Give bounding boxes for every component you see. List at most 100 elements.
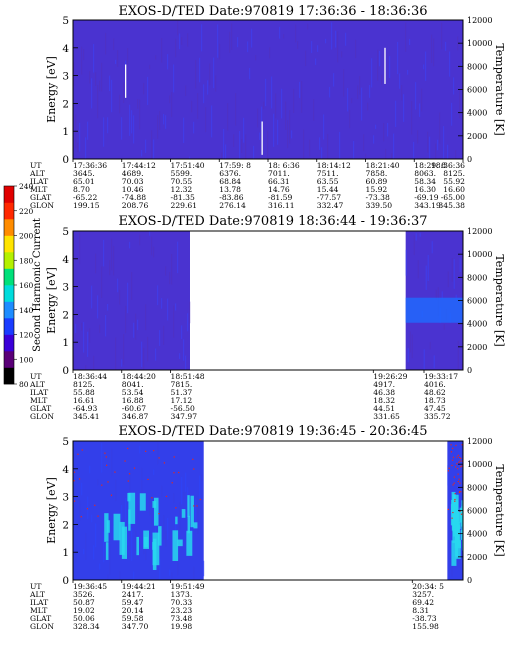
spectrogram-cyan-patch — [177, 539, 183, 547]
table-cell: 48.62 — [424, 388, 446, 397]
spectrogram-speckle — [97, 515, 99, 517]
spectrogram-streak — [201, 24, 203, 52]
spectrogram-speckle — [460, 457, 462, 460]
spectrogram-streak — [143, 347, 145, 370]
spectrogram-streak — [183, 117, 185, 143]
spectrogram-speckle — [452, 456, 455, 458]
spectrogram-speckle — [73, 471, 76, 473]
table-row-label: GLON — [30, 201, 54, 210]
spectrogram-speckle — [199, 498, 201, 501]
spectrogram-streak — [397, 41, 399, 75]
spectrogram-cyan-patch — [455, 541, 461, 559]
spectrogram-streak — [193, 121, 195, 134]
spectrogram-streak — [155, 348, 157, 361]
ytick-label: 1 — [62, 547, 69, 559]
spectrogram-streak — [417, 130, 419, 144]
ytick-label: 1 — [62, 337, 69, 349]
spectrogram-speckle — [101, 484, 103, 486]
spectrogram-speckle — [447, 470, 449, 472]
table-cell: 8.31 — [412, 606, 429, 615]
spectrogram-streak — [415, 232, 417, 241]
table-cell: 4016. — [424, 380, 446, 389]
table-cell: 8.70 — [73, 185, 90, 194]
spectrogram-streak — [317, 45, 319, 52]
spectrogram-streak — [93, 44, 95, 73]
spectrogram-streak — [425, 265, 427, 290]
table-cell: 16.60 — [443, 185, 465, 194]
spectrogram-cyan-patch — [190, 495, 194, 528]
y2tick-label: 10000 — [467, 250, 492, 259]
spectrogram-streak — [349, 109, 351, 129]
table-cell: 73.48 — [171, 614, 193, 623]
spectrogram-streak — [117, 50, 119, 67]
spectrogram-cyan-patch — [461, 505, 463, 535]
colorbar-tick-label: 180 — [19, 256, 34, 265]
spectrogram-speckle — [451, 517, 453, 519]
spectrogram-streak — [435, 289, 437, 300]
spectrogram-speckle — [458, 491, 460, 494]
spectrogram-streak — [335, 30, 337, 48]
spectrogram-streak — [103, 117, 105, 147]
table-row-label: ILAT — [30, 388, 48, 397]
spectrogram-streak — [157, 285, 159, 306]
panel-3: EXOS-D/TED Date:970819 19:36:45 - 20:36:… — [29, 424, 505, 631]
spectrogram-streak — [79, 122, 81, 152]
table-cell: 18:51:48 — [171, 372, 205, 381]
table-cell: 7858. — [366, 169, 388, 178]
spectrogram-streak — [93, 355, 95, 370]
spectrogram-speckle — [455, 444, 457, 447]
spectrogram-streak — [407, 348, 409, 363]
table-cell: 70.03 — [122, 177, 144, 186]
spectrogram-streak — [143, 82, 145, 95]
ytick-label: 5 — [62, 15, 69, 27]
y2tick-label: 10000 — [467, 460, 492, 469]
spectrogram-streak — [295, 24, 297, 43]
colorbar-label: Second Harmonic Current — [32, 218, 43, 352]
table-cell: 7011. — [268, 169, 290, 178]
y2tick-label: 12000 — [467, 437, 492, 446]
table-cell: 55.92 — [443, 177, 465, 186]
spectrogram-speckle — [106, 464, 108, 466]
spectrogram-streak — [83, 49, 85, 61]
spectrogram-streak — [161, 38, 163, 63]
spectrogram-streak — [101, 266, 103, 298]
table-cell: 155.98 — [412, 622, 439, 631]
colorbar-swatch — [4, 367, 14, 385]
spectrogram-streak — [79, 232, 81, 265]
spectrogram-streak — [305, 50, 307, 67]
table-cell: -77.57 — [317, 193, 341, 202]
spectrogram-speckle — [456, 456, 458, 458]
table-cell: 6376. — [219, 169, 241, 178]
spectrogram-streak — [355, 39, 357, 59]
spectrogram-streak — [353, 140, 355, 159]
spectrogram-streak — [111, 79, 113, 113]
spectrogram-speckle — [447, 508, 449, 511]
table-row-label: ALT — [29, 590, 45, 599]
spectrogram-streak — [379, 50, 381, 67]
spectrogram-speckle — [452, 459, 454, 461]
spectrogram-speckle — [145, 450, 147, 452]
spectrogram-streak — [423, 64, 425, 70]
spectrogram-streak — [131, 110, 133, 134]
table-cell: 65.01 — [73, 177, 95, 186]
spectrogram-streak — [241, 139, 243, 153]
table-row-label: UT — [30, 372, 41, 381]
ytick-label: 0 — [62, 154, 69, 166]
ytick-label: 4 — [62, 464, 69, 476]
table-cell: 70.33 — [171, 598, 193, 607]
spectrogram-streak — [119, 289, 121, 305]
spectrogram-streak — [405, 22, 407, 52]
spectrogram-streak — [337, 31, 339, 63]
table-cell: -73.38 — [366, 193, 390, 202]
spectrogram-speckle — [158, 513, 160, 515]
table-cell: 19:33:17 — [424, 372, 458, 381]
spectrogram-streak — [391, 153, 393, 159]
table-cell: 58.34 — [414, 177, 436, 186]
spectrogram-streak — [321, 147, 323, 159]
spectrogram-streak — [451, 102, 453, 126]
panel-3-ylabel: Energy [eV] — [45, 477, 58, 544]
table-row-label: UT — [30, 582, 41, 591]
spectrogram-cyan-patch — [175, 516, 178, 525]
spectrogram-streak — [121, 359, 123, 367]
